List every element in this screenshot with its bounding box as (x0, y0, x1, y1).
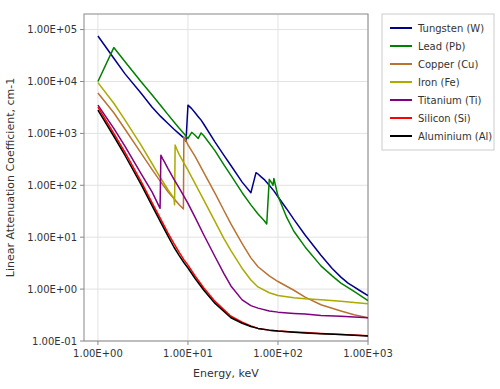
y-grid-line (84, 289, 368, 290)
y-tick-label: 1.00E-01 (32, 336, 77, 347)
y-tick (80, 341, 84, 342)
x-tick-label: 1.00E+02 (253, 348, 303, 359)
legend-swatch (390, 45, 412, 47)
series-line (98, 107, 368, 336)
y-grid-line (84, 29, 368, 30)
y-tick (80, 237, 84, 238)
y-tick-label: 1.00E+03 (27, 128, 77, 139)
legend-swatch (390, 27, 412, 29)
y-tick-label: 1.00E+01 (27, 232, 77, 243)
plot-frame (84, 14, 368, 341)
series-line (98, 110, 368, 336)
x-tick-label: 1.00E+00 (73, 348, 123, 359)
legend-label: Lead (Pb) (418, 41, 465, 52)
y-tick (80, 133, 84, 134)
series-line (98, 83, 368, 304)
legend-label: Copper (Cu) (418, 59, 478, 70)
x-tick (277, 341, 278, 345)
x-grid-line (187, 14, 188, 341)
y-tick (80, 29, 84, 30)
legend-label: Tungsten (W) (417, 23, 484, 34)
legend-swatch (390, 135, 412, 137)
y-tick (80, 185, 84, 186)
chart-container: 1.00E+00 1.00E+01 1.00E+02 1.00E+03 1.00E-01… (0, 0, 500, 389)
series-line (98, 105, 368, 318)
legend-swatch (390, 81, 412, 83)
y-grid-line (84, 237, 368, 238)
y-tick-label: 1.00E+05 (27, 24, 77, 35)
y-grid-line (84, 133, 368, 134)
x-tick (187, 341, 188, 345)
legend-label: Iron (Fe) (418, 77, 460, 88)
y-tick (80, 289, 84, 290)
x-tick-label: 1.00E+03 (343, 348, 393, 359)
y-tick-label: 1.00E+00 (27, 284, 77, 295)
y-axis-label: Linear Attenuation Coefficient, cm-1 (4, 78, 17, 277)
plot-background (84, 14, 368, 341)
series-line (98, 36, 368, 296)
grid (84, 14, 368, 341)
legend-swatch (390, 117, 412, 119)
x-grid-line (97, 14, 98, 341)
series-line (98, 93, 368, 318)
y-tick-label: 1.00E+02 (27, 180, 77, 191)
series-lines (98, 36, 368, 336)
x-tick-label: 1.00E+01 (163, 348, 213, 359)
y-tick (80, 81, 84, 82)
legend-box (382, 14, 494, 150)
y-grid-line (84, 185, 368, 186)
x-tick (97, 341, 98, 345)
x-tick (368, 341, 369, 345)
y-tick-label: 1.00E+04 (27, 76, 77, 87)
y-grid-line (84, 81, 368, 82)
x-axis-label: Energy, keV (193, 367, 259, 380)
legend-label: Silicon (Si) (418, 113, 471, 124)
legend-label: Aluminium (Al) (418, 131, 492, 142)
chart-svg: 1.00E+00 1.00E+01 1.00E+02 1.00E+03 1.00E-01… (0, 0, 500, 389)
legend: Tungsten (W) Lead (Pb) Copper (Cu) Iron (Fe… (382, 14, 494, 150)
x-grid-line (277, 14, 278, 341)
legend-label: Titanium (Ti) (417, 95, 481, 106)
series-line (98, 48, 368, 301)
legend-swatch (390, 99, 412, 101)
legend-swatch (390, 63, 412, 65)
